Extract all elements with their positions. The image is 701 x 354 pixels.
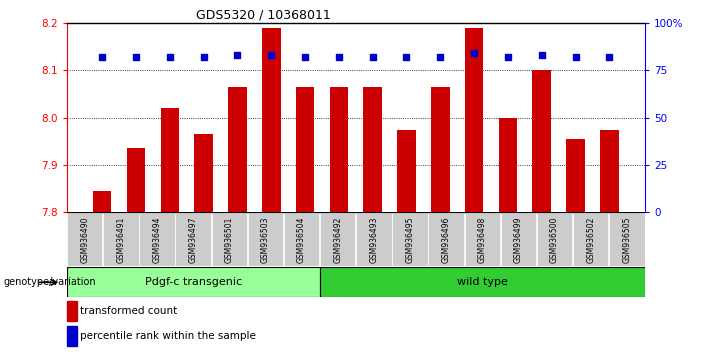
FancyBboxPatch shape <box>537 213 572 266</box>
Text: GDS5320 / 10368011: GDS5320 / 10368011 <box>196 9 331 22</box>
Bar <box>465 28 484 212</box>
FancyBboxPatch shape <box>609 213 644 266</box>
FancyBboxPatch shape <box>284 213 319 266</box>
FancyBboxPatch shape <box>356 213 392 266</box>
Point <box>97 54 108 60</box>
FancyBboxPatch shape <box>428 213 464 266</box>
Point <box>232 52 243 58</box>
Text: transformed count: transformed count <box>81 306 178 316</box>
Text: GSM936490: GSM936490 <box>80 217 89 263</box>
Bar <box>363 87 382 212</box>
Bar <box>161 108 179 212</box>
Bar <box>194 134 213 212</box>
FancyBboxPatch shape <box>465 213 500 266</box>
Text: GSM936494: GSM936494 <box>152 217 161 263</box>
Text: GSM936491: GSM936491 <box>116 217 125 263</box>
FancyBboxPatch shape <box>393 213 428 266</box>
Bar <box>296 87 314 212</box>
FancyBboxPatch shape <box>67 213 102 266</box>
Text: GSM936500: GSM936500 <box>550 217 559 263</box>
Point <box>299 54 311 60</box>
Point <box>367 54 379 60</box>
Text: GSM936505: GSM936505 <box>622 217 632 263</box>
Text: GSM936492: GSM936492 <box>333 217 342 263</box>
Point <box>198 54 209 60</box>
Bar <box>127 148 145 212</box>
Bar <box>600 130 618 212</box>
FancyBboxPatch shape <box>212 213 247 266</box>
Bar <box>262 28 280 212</box>
FancyBboxPatch shape <box>247 213 283 266</box>
Point <box>503 54 514 60</box>
Text: GSM936499: GSM936499 <box>514 217 523 263</box>
Point <box>164 54 175 60</box>
Bar <box>67 326 77 346</box>
Point <box>435 54 446 60</box>
FancyBboxPatch shape <box>67 267 320 297</box>
Bar <box>498 118 517 212</box>
Text: GSM936493: GSM936493 <box>369 217 379 263</box>
Point <box>333 54 344 60</box>
Point <box>570 54 581 60</box>
Text: GSM936502: GSM936502 <box>586 217 595 263</box>
Bar <box>431 87 449 212</box>
Text: GSM936498: GSM936498 <box>478 217 486 263</box>
Point <box>401 54 412 60</box>
Text: GSM936501: GSM936501 <box>225 217 233 263</box>
Point <box>468 51 479 56</box>
Point <box>604 54 615 60</box>
FancyBboxPatch shape <box>320 267 645 297</box>
Point <box>130 54 142 60</box>
Bar <box>533 70 551 212</box>
FancyBboxPatch shape <box>103 213 139 266</box>
Bar <box>67 301 77 321</box>
Bar <box>397 130 416 212</box>
FancyBboxPatch shape <box>139 213 175 266</box>
Bar <box>566 139 585 212</box>
Text: GSM936496: GSM936496 <box>442 217 451 263</box>
Text: percentile rank within the sample: percentile rank within the sample <box>81 331 257 341</box>
Bar <box>228 87 247 212</box>
Point <box>536 52 547 58</box>
Text: GSM936504: GSM936504 <box>297 217 306 263</box>
Text: wild type: wild type <box>457 277 508 287</box>
Bar <box>329 87 348 212</box>
Text: GSM936503: GSM936503 <box>261 217 270 263</box>
FancyBboxPatch shape <box>175 213 211 266</box>
Bar <box>93 191 111 212</box>
FancyBboxPatch shape <box>573 213 608 266</box>
Text: Pdgf-c transgenic: Pdgf-c transgenic <box>144 277 242 287</box>
FancyBboxPatch shape <box>320 213 355 266</box>
FancyBboxPatch shape <box>501 213 536 266</box>
Point <box>266 52 277 58</box>
Text: GSM936495: GSM936495 <box>405 217 414 263</box>
Text: genotype/variation: genotype/variation <box>4 277 96 287</box>
Text: GSM936497: GSM936497 <box>189 217 198 263</box>
